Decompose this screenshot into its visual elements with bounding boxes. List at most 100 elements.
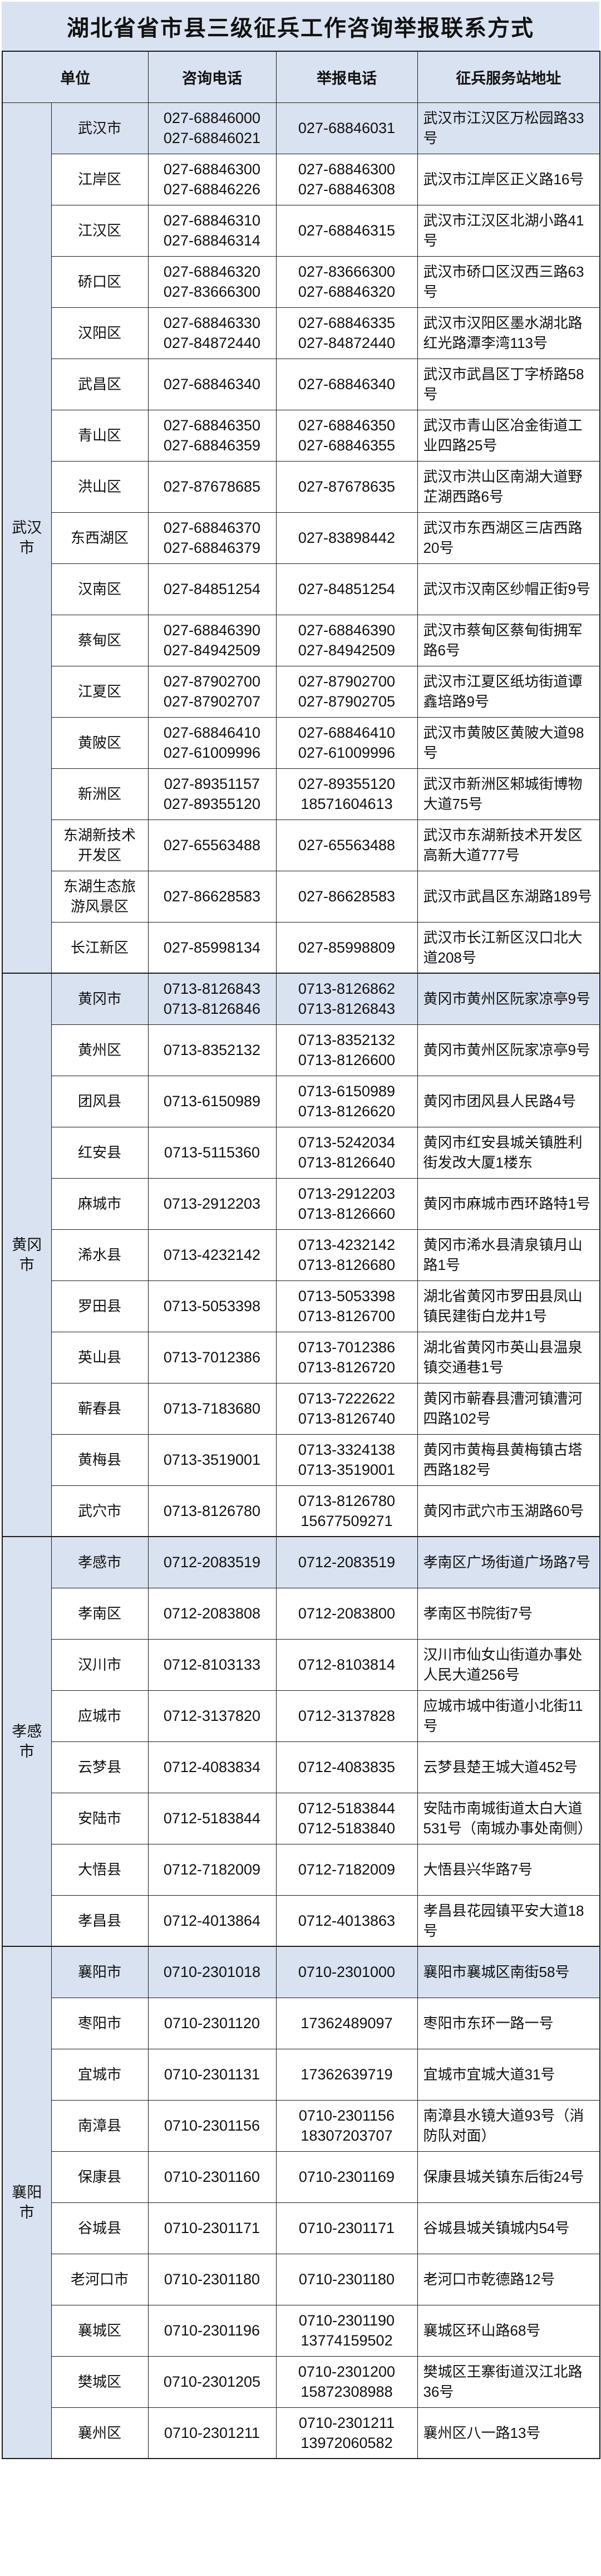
address-cell: 武汉市东湖新技术开发区高新大道777号 xyxy=(417,819,600,871)
unit-cell: 孝感市 xyxy=(51,1536,149,1588)
table-row: 武穴市 0713-8126780 0713-8126780 15677509271 黄冈… xyxy=(2,1485,600,1537)
phone-number: 0710-2301156 xyxy=(298,2107,395,2124)
phone-number: 027-61009996 xyxy=(163,744,261,761)
table-row: 襄州区 0710-2301211 0710-2301211 13972060582 襄州… xyxy=(2,2407,600,2459)
unit-cell: 蔡甸区 xyxy=(51,614,149,666)
table-body: 武汉市 武汉市 027-68846000 027-68846021 027-688460… xyxy=(2,102,600,2459)
phone-number: 0712-2083519 xyxy=(298,1554,396,1571)
address-cell: 汉川市仙女山街道办事处人民大道256号 xyxy=(417,1638,600,1691)
report-phone-cell: 0713-5053398 0713-8126700 xyxy=(275,1280,418,1332)
phone-number: 0710-2301156 xyxy=(164,2117,260,2134)
unit-cell: 襄城区 xyxy=(51,2304,149,2357)
consult-phone-cell: 0713-4232142 xyxy=(147,1229,277,1281)
unit-cell: 宜城市 xyxy=(51,2048,149,2101)
phone-number: 027-84851254 xyxy=(163,581,261,597)
report-phone-cell: 0712-3137828 xyxy=(275,1690,418,1742)
phone-number: 027-68846355 xyxy=(298,437,396,454)
address-cell: 武汉市汉阳区墨水湖北路红光路潭李湾113号 xyxy=(417,307,600,359)
consult-phone-cell: 027-84851254 xyxy=(147,563,277,615)
address-cell: 湖北省黄冈市英山县温泉镇交通巷1号 xyxy=(417,1331,600,1383)
phone-number: 027-84942509 xyxy=(163,642,261,659)
phone-number: 027-68846335 xyxy=(298,315,396,331)
header-row: 单位 咨询电话 举报电话 征兵服务站地址 xyxy=(2,51,600,103)
consult-phone-cell: 0710-2301205 xyxy=(147,2356,277,2408)
contact-table: 单位 咨询电话 举报电话 征兵服务站地址 武汉市 武汉市 027-68846000 0… xyxy=(2,51,600,2459)
phone-number: 0710-2301169 xyxy=(298,2168,395,2185)
table-row: 安陆市 0712-5183844 0712-5183844 0712-5183840 安… xyxy=(2,1792,600,1844)
unit-cell: 蕲春县 xyxy=(51,1382,149,1435)
address-cell: 黄冈市浠水县清泉镇月山路1号 xyxy=(417,1229,600,1281)
report-phone-cell: 027-65563488 xyxy=(275,819,418,871)
phone-number: 0713-2912203 xyxy=(163,1195,261,1212)
phone-number: 0713-3519001 xyxy=(163,1451,261,1468)
consult-phone-cell: 027-87678685 xyxy=(147,460,277,513)
phone-number: 0713-5242034 xyxy=(298,1134,396,1151)
phone-number: 027-83666300 xyxy=(298,263,396,280)
report-phone-cell: 027-68846335 027-84872440 xyxy=(275,307,418,359)
report-phone-cell: 0712-4013863 xyxy=(275,1895,418,1947)
report-phone-cell: 027-68846315 xyxy=(275,204,418,257)
table-header: 单位 咨询电话 举报电话 征兵服务站地址 xyxy=(2,51,600,103)
table-row: 罗田县 0713-5053398 0713-5053398 0713-8126700 湖… xyxy=(2,1280,600,1332)
phone-number: 027-68846340 xyxy=(163,376,261,392)
address-cell: 武汉市洪山区南湖大道野芷湖西路6号 xyxy=(417,460,600,513)
table-row: 江汉区 027-68846310 027-68846314 027-68846315 武… xyxy=(2,204,600,257)
consult-phone-cell: 0713-6150989 xyxy=(147,1075,277,1127)
phone-number: 027-87678685 xyxy=(163,478,261,495)
table-row: 武汉市 武汉市 027-68846000 027-68846021 027-688460… xyxy=(2,102,600,974)
phone-number: 0710-2301171 xyxy=(298,2220,395,2236)
consult-phone-cell: 0712-3137820 xyxy=(147,1690,277,1742)
phone-number: 027-86628583 xyxy=(163,888,261,905)
table-row: 汉南区 027-84851254 027-84851254 武汉市汉南区纱帽正街9号 xyxy=(2,563,600,615)
phone-number: 027-68846390 xyxy=(298,622,396,639)
consult-phone-cell: 027-87902700 027-87902707 xyxy=(147,665,277,718)
consult-phone-cell: 0710-2301156 xyxy=(147,2099,277,2152)
report-phone-cell: 0713-5242034 0713-8126640 xyxy=(275,1126,418,1179)
header-report-phone: 举报电话 xyxy=(275,51,418,103)
table-row: 云梦县 0712-4083834 0712-4083835 云梦县楚王城大道452号 xyxy=(2,1741,600,1793)
phone-number: 027-68846340 xyxy=(298,376,396,392)
table-row: 汉阳区 027-68846330 027-84872440 027-68846335 0… xyxy=(2,307,600,359)
phone-number: 18307203707 xyxy=(300,2127,393,2144)
consult-phone-cell: 0713-7012386 xyxy=(147,1331,277,1383)
unit-cell: 江岸区 xyxy=(51,153,149,205)
report-phone-cell: 0710-2301000 xyxy=(275,1946,418,1998)
address-cell: 武汉市青山区冶金街道工业四路25号 xyxy=(417,409,600,462)
report-phone-cell: 0713-8352132 0713-8126600 xyxy=(275,1024,418,1076)
consult-phone-cell: 0712-8103133 xyxy=(147,1638,277,1691)
phone-number: 0712-3137828 xyxy=(298,1707,396,1724)
phone-number: 027-65563488 xyxy=(163,837,261,853)
address-cell: 武汉市江岸区正义路16号 xyxy=(417,153,600,205)
unit-cell: 襄州区 xyxy=(51,2407,149,2459)
phone-number: 027-68846300 xyxy=(298,161,396,178)
address-cell: 武汉市蔡甸区蔡甸街拥军路6号 xyxy=(417,614,600,666)
table-row: 江夏区 027-87902700 027-87902707 027-87902700 0… xyxy=(2,665,600,718)
phone-number: 0713-7012386 xyxy=(163,1349,261,1366)
consult-phone-cell: 027-68846320 027-83666300 xyxy=(147,256,277,308)
phone-number: 13972060582 xyxy=(300,2434,393,2451)
phone-number: 027-68846300 xyxy=(163,161,261,178)
consult-phone-cell: 027-65563488 xyxy=(147,819,277,871)
address-cell: 枣阳市东环一路一号 xyxy=(417,1997,600,2049)
consult-phone-cell: 027-89351157 027-89355120 xyxy=(147,768,277,820)
table-row: 浠水县 0713-4232142 0713-4232142 0713-8126680 黄… xyxy=(2,1229,600,1281)
address-cell: 黄冈市黄州区阮家凉亭9号 xyxy=(417,1024,600,1076)
phone-number: 0712-2083519 xyxy=(163,1554,261,1571)
address-cell: 黄冈市红安县城关镇胜利街发改大厦1楼东 xyxy=(417,1126,600,1179)
report-phone-cell: 027-68846390 027-84942509 xyxy=(275,614,418,666)
unit-cell: 大悟县 xyxy=(51,1843,149,1896)
report-phone-cell: 0713-7012386 0713-8126720 xyxy=(275,1331,418,1383)
phone-number: 0713-8126862 xyxy=(298,980,396,998)
phone-number: 027-87902700 xyxy=(298,673,396,690)
report-phone-cell: 027-84851254 xyxy=(275,563,418,615)
phone-number: 0710-2301200 xyxy=(298,2363,396,2380)
table-row: 长江新区 027-85998134 027-85998809 武汉市长江新区汉口北大道… xyxy=(2,921,600,974)
address-cell: 大悟县兴华路7号 xyxy=(417,1843,600,1896)
unit-cell: 老河口市 xyxy=(51,2253,149,2305)
address-cell: 襄州区八一路13号 xyxy=(417,2407,600,2459)
unit-cell: 应城市 xyxy=(51,1690,149,1742)
report-phone-cell: 17362639719 xyxy=(275,2048,418,2101)
phone-number: 027-61009996 xyxy=(298,744,396,761)
table-row: 南漳县 0710-2301156 0710-2301156 18307203707 南漳… xyxy=(2,2099,600,2152)
consult-phone-cell: 0710-2301180 xyxy=(147,2253,277,2305)
